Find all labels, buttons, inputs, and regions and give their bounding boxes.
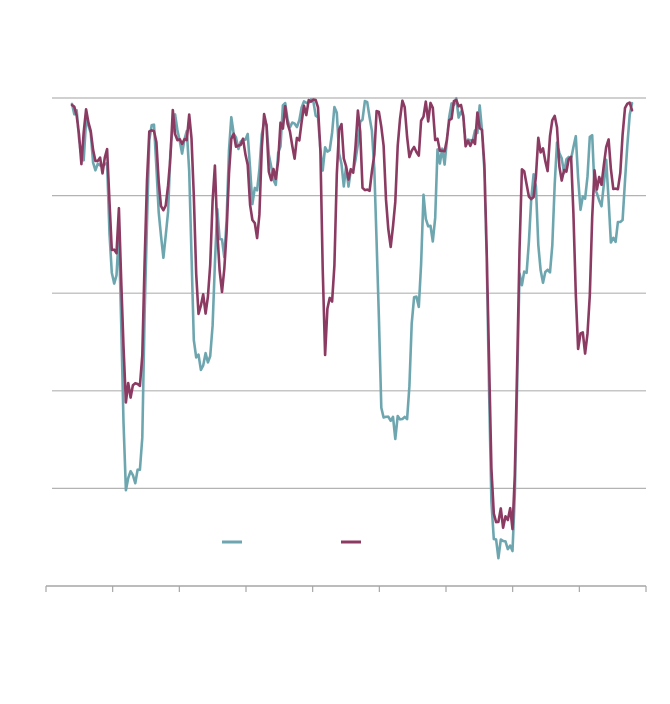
series-group	[70, 96, 634, 560]
series-2-line	[70, 98, 634, 531]
x-axis	[45, 585, 647, 592]
gridlines	[52, 97, 646, 489]
